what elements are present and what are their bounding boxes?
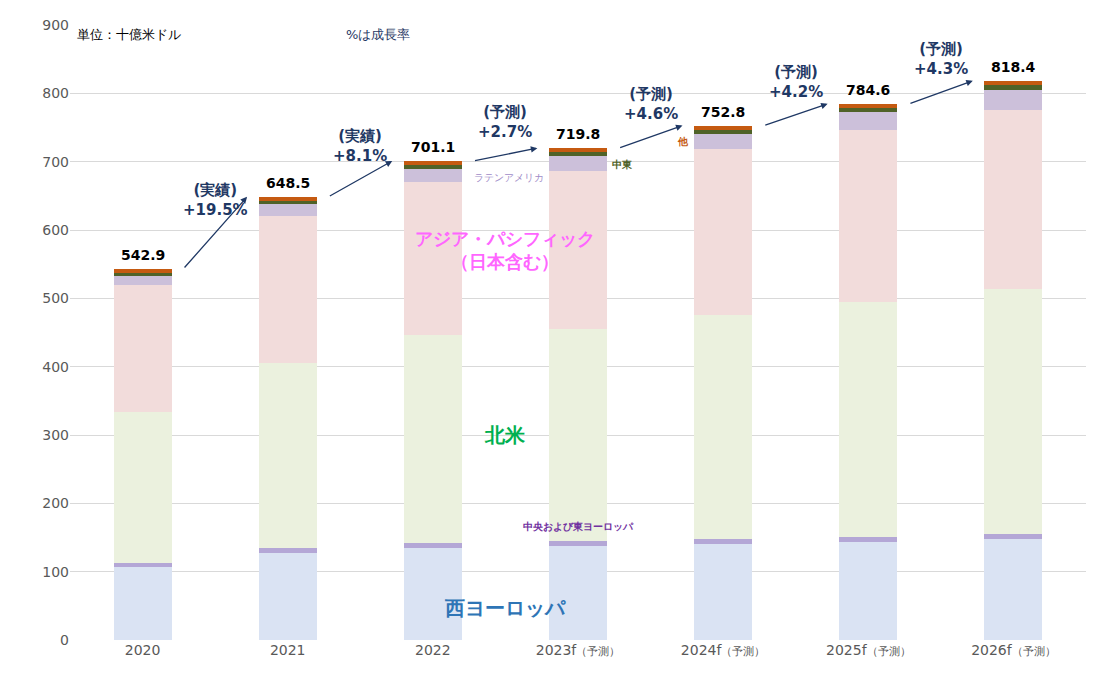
svg-text:(実績)+19.5%: (実績)+19.5% [183, 181, 248, 219]
svg-text:%は成長率: %は成長率 [346, 27, 410, 42]
svg-text:500: 500 [42, 290, 69, 306]
svg-text:200: 200 [42, 495, 69, 511]
svg-text:アジア・パシフィック（日本含む）: アジア・パシフィック（日本含む） [415, 228, 595, 272]
svg-text:2021: 2021 [270, 642, 306, 658]
svg-text:2020: 2020 [125, 642, 161, 658]
svg-text:(予測)+4.2%: (予測)+4.2% [769, 63, 823, 101]
svg-text:800: 800 [42, 85, 69, 101]
svg-text:2022: 2022 [415, 642, 451, 658]
svg-text:(予測)+4.6%: (予測)+4.6% [624, 85, 678, 123]
svg-text:542.9: 542.9 [121, 247, 165, 263]
svg-text:700: 700 [42, 154, 69, 170]
svg-text:100: 100 [42, 564, 69, 580]
svg-text:784.6: 784.6 [846, 82, 890, 98]
svg-text:(予測)+2.7%: (予測)+2.7% [478, 103, 532, 141]
svg-text:0: 0 [60, 632, 69, 648]
svg-text:400: 400 [42, 359, 69, 375]
svg-text:単位：十億米ドル: 単位：十億米ドル [77, 27, 181, 42]
svg-text:300: 300 [42, 427, 69, 443]
svg-text:西ヨーロッパ: 西ヨーロッパ [444, 596, 566, 620]
svg-text:2024f（予測）: 2024f（予測） [681, 642, 766, 658]
svg-text:818.4: 818.4 [991, 59, 1036, 75]
svg-text:701.1: 701.1 [411, 139, 455, 155]
svg-text:2025f（予測）: 2025f（予測） [826, 642, 911, 658]
svg-text:900: 900 [42, 17, 69, 33]
svg-text:中東: 中東 [612, 159, 633, 170]
svg-text:他: 他 [677, 136, 689, 147]
svg-text:648.5: 648.5 [266, 175, 310, 191]
svg-text:719.8: 719.8 [556, 126, 600, 142]
svg-text:2023f（予測）: 2023f（予測） [536, 642, 621, 658]
svg-text:600: 600 [42, 222, 69, 238]
svg-text:中央および東ヨーロッパ: 中央および東ヨーロッパ [523, 521, 634, 532]
svg-text:(予測)+4.3%: (予測)+4.3% [914, 40, 968, 78]
svg-text:752.8: 752.8 [701, 104, 745, 120]
svg-text:2026f（予測）: 2026f（予測） [971, 642, 1056, 658]
svg-text:北米: 北米 [484, 423, 526, 447]
svg-text:(実績)+8.1%: (実績)+8.1% [333, 127, 387, 165]
svg-text:ラテンアメリカ: ラテンアメリカ [474, 172, 544, 183]
